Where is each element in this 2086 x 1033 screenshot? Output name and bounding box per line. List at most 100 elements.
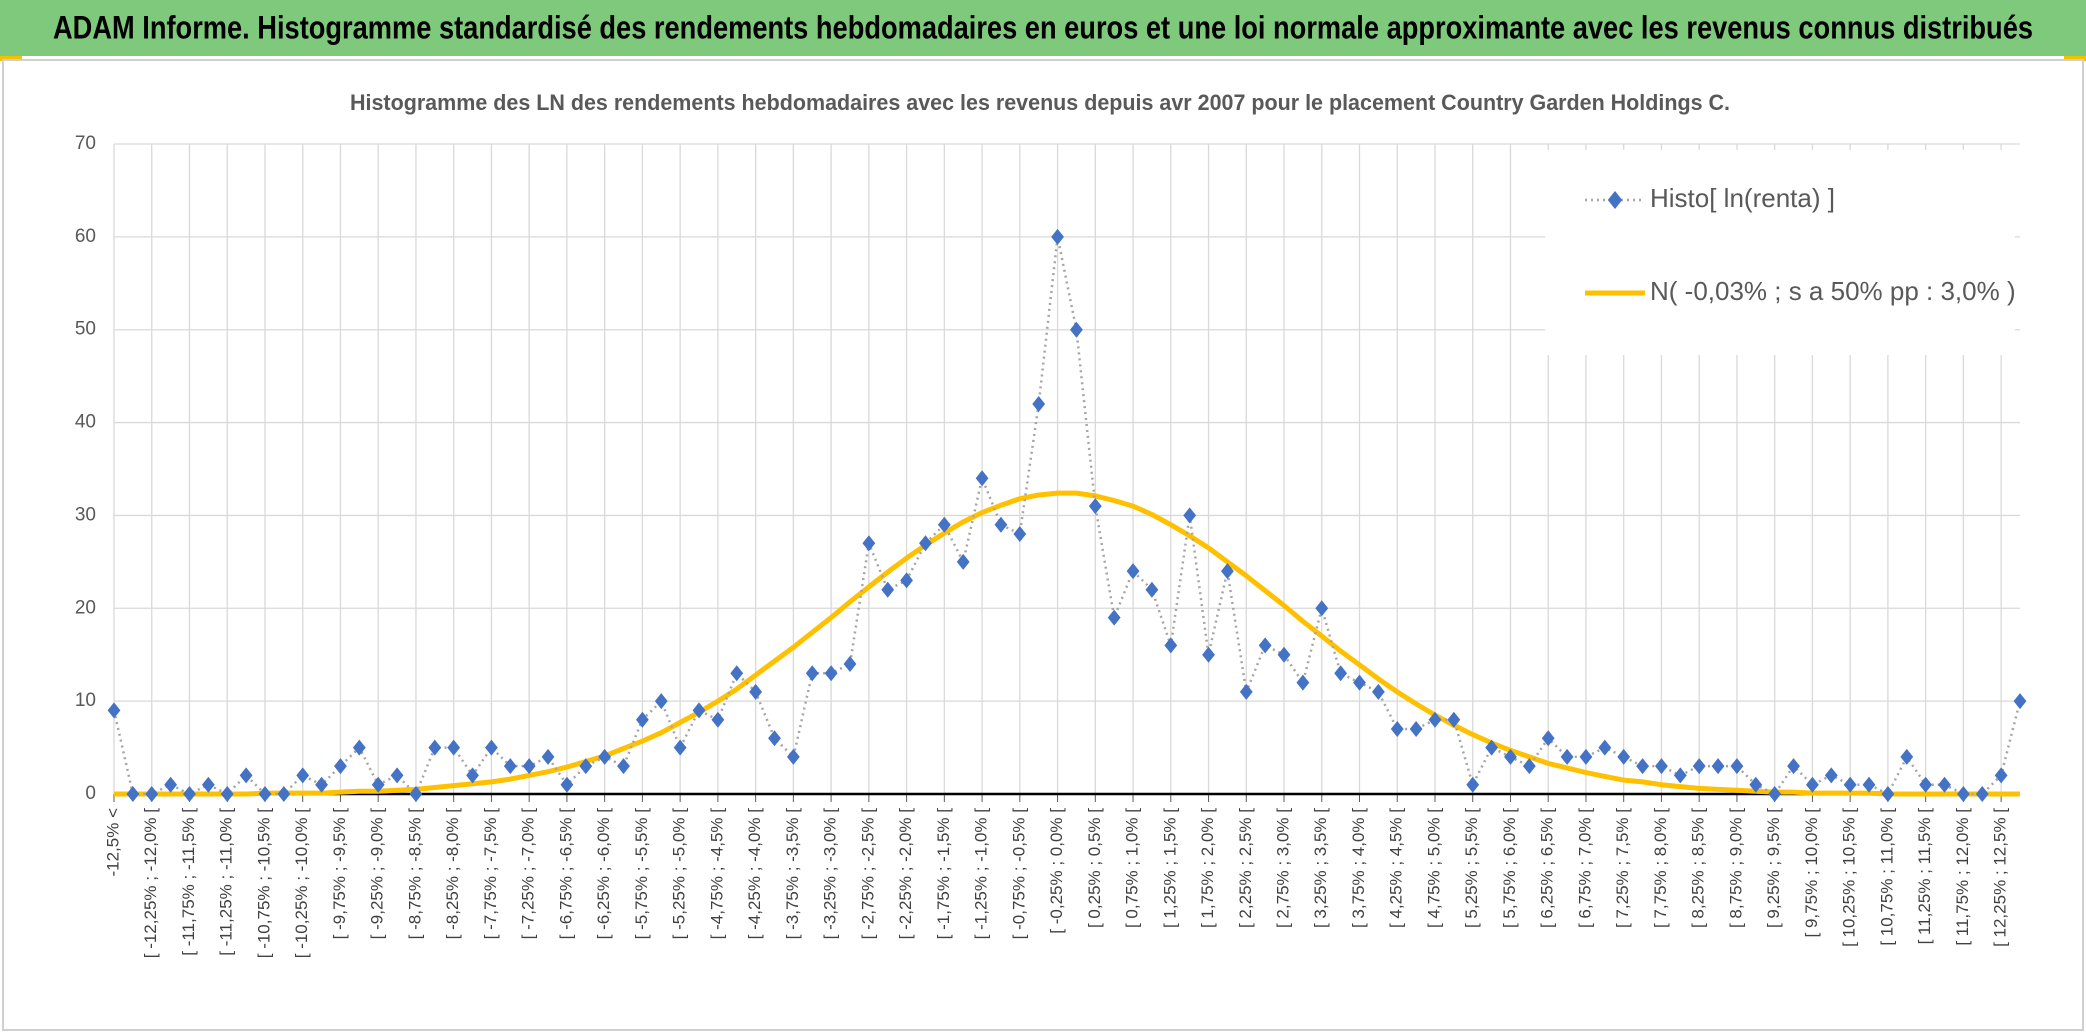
header-title: ADAM Informe. Histogramme standardisé de…: [53, 9, 2033, 45]
marker: [1806, 776, 1819, 793]
marker: [786, 748, 800, 765]
marker: [1636, 758, 1649, 775]
marker: [711, 711, 725, 728]
marker: [975, 470, 989, 487]
marker: [371, 776, 385, 793]
marker: [862, 535, 876, 552]
marker: [617, 758, 630, 775]
marker: [466, 767, 479, 784]
x-tick-label: [ 5,25% ; 5,5% [: [1462, 808, 1481, 928]
x-tick-label: [ 2,75% ; 3,0% [: [1274, 808, 1293, 928]
marker: [390, 767, 404, 784]
x-tick-label: [ 10,25% ; 10,5% [: [1840, 808, 1859, 947]
x-tick-label: [ -1,25% ; -1,0% [: [972, 808, 991, 940]
marker: [937, 516, 951, 533]
marker: [1051, 228, 1064, 245]
x-tick-label: [ 10,75% ; 11,0% [: [1877, 808, 1896, 946]
marker: [1013, 526, 1027, 542]
marker: [956, 553, 970, 570]
y-tick-label: 10: [75, 690, 96, 711]
x-tick-label: [ -2,25% ; -2,0% [: [896, 808, 915, 940]
corner: [0, 56, 22, 61]
marker: [673, 739, 687, 756]
marker: [1504, 748, 1517, 765]
x-tick-label: [ -6,25% ; -6,0% [: [594, 808, 613, 940]
x-tick-label: -12,5% <: [103, 808, 122, 877]
x-tick-label: [ -11,75% ; -11,5% [: [179, 808, 198, 956]
marker: [598, 748, 612, 765]
marker: [485, 739, 498, 756]
marker: [1919, 776, 1933, 793]
marker: [1145, 581, 1159, 598]
marker: [1749, 776, 1763, 793]
x-tick-label: [ 5,75% ; 6,0% [: [1500, 808, 1519, 928]
marker: [654, 693, 668, 710]
marker: [1183, 507, 1197, 524]
marker: [1485, 739, 1499, 756]
header-bar: [0, 0, 2086, 56]
x-tick-label: [ 4,25% ; 4,5% [: [1387, 808, 1406, 928]
x-tick-label: [ 3,75% ; 4,0% [: [1349, 808, 1368, 928]
marker: [560, 776, 574, 793]
marker: [1126, 563, 1140, 580]
marker: [258, 786, 272, 802]
marker: [1070, 321, 1083, 338]
marker: [239, 767, 253, 784]
marker: [1994, 767, 2008, 784]
x-tick-label: [ -4,25% ; -4,0% [: [745, 808, 764, 940]
marker: [768, 730, 781, 747]
marker: [1428, 711, 1442, 728]
y-tick-label: 20: [75, 597, 96, 618]
marker: [1334, 665, 1348, 682]
marker: [1466, 776, 1480, 793]
marker: [1560, 748, 1574, 765]
marker: [1900, 748, 1914, 765]
marker: [1353, 674, 1366, 691]
marker: [1843, 776, 1857, 793]
marker: [334, 758, 347, 775]
x-tick-label: [ 11,75% ; 12,0% [: [1953, 808, 1972, 946]
x-tick-label: [ 12,25% ; 12,5% [: [1991, 808, 2010, 947]
marker: [541, 748, 555, 765]
marker: [447, 739, 461, 756]
marker: [1164, 637, 1178, 654]
legend-box: [1545, 150, 2015, 355]
x-tick-label: [ 7,25% ; 7,5% [: [1613, 808, 1632, 928]
marker: [994, 516, 1008, 533]
marker: [1447, 711, 1461, 728]
x-tick-label: [ -10,25% ; -10,0% [: [292, 808, 311, 959]
x-tick-label: [ 8,75% ; 9,0% [: [1726, 808, 1745, 928]
plot: 0 10 20 30 40 50 60 70 -12,5% < [ -12,25% ; -12,0…: [75, 133, 2027, 958]
marker: [1862, 776, 1876, 793]
marker: [805, 665, 819, 682]
x-tick-label: [ -0,75% ; -0,5% [: [1009, 808, 1028, 940]
marker: [1202, 646, 1215, 663]
marker: [1315, 600, 1329, 617]
marker: [1824, 767, 1838, 784]
marker: [220, 786, 234, 802]
marker: [1598, 739, 1612, 756]
marker: [1541, 730, 1555, 747]
x-tick-label: [ -3,75% ; -3,5% [: [783, 808, 802, 940]
legend-label: Histo[ ln(renta) ]: [1650, 183, 1835, 213]
marker: [919, 535, 932, 552]
chart-title: Histogramme des LN des rendements hebdom…: [350, 90, 1730, 115]
marker: [2013, 693, 2027, 710]
marker: [635, 711, 649, 728]
marker: [1617, 748, 1631, 765]
x-tick-label: [ -3,25% ; -3,0% [: [821, 808, 840, 940]
marker: [1239, 683, 1253, 700]
x-tick-label: [ 6,75% ; 7,0% [: [1575, 808, 1594, 928]
marker: [145, 786, 159, 802]
x-tick-label: [ -6,75% ; -6,5% [: [556, 808, 575, 940]
marker: [1409, 721, 1423, 737]
x-tick-label: [ 8,25% ; 8,5% [: [1689, 808, 1708, 928]
x-tick-label: [ -8,25% ; -8,0% [: [443, 808, 462, 940]
y-tick-label: 50: [75, 319, 96, 340]
x-tick-label: [ 9,75% ; 10,0% [: [1802, 808, 1821, 938]
marker: [843, 656, 857, 672]
marker: [1975, 786, 1989, 802]
x-tick-label: [ 6,25% ; 6,5% [: [1538, 808, 1557, 928]
marker: [1692, 758, 1706, 775]
